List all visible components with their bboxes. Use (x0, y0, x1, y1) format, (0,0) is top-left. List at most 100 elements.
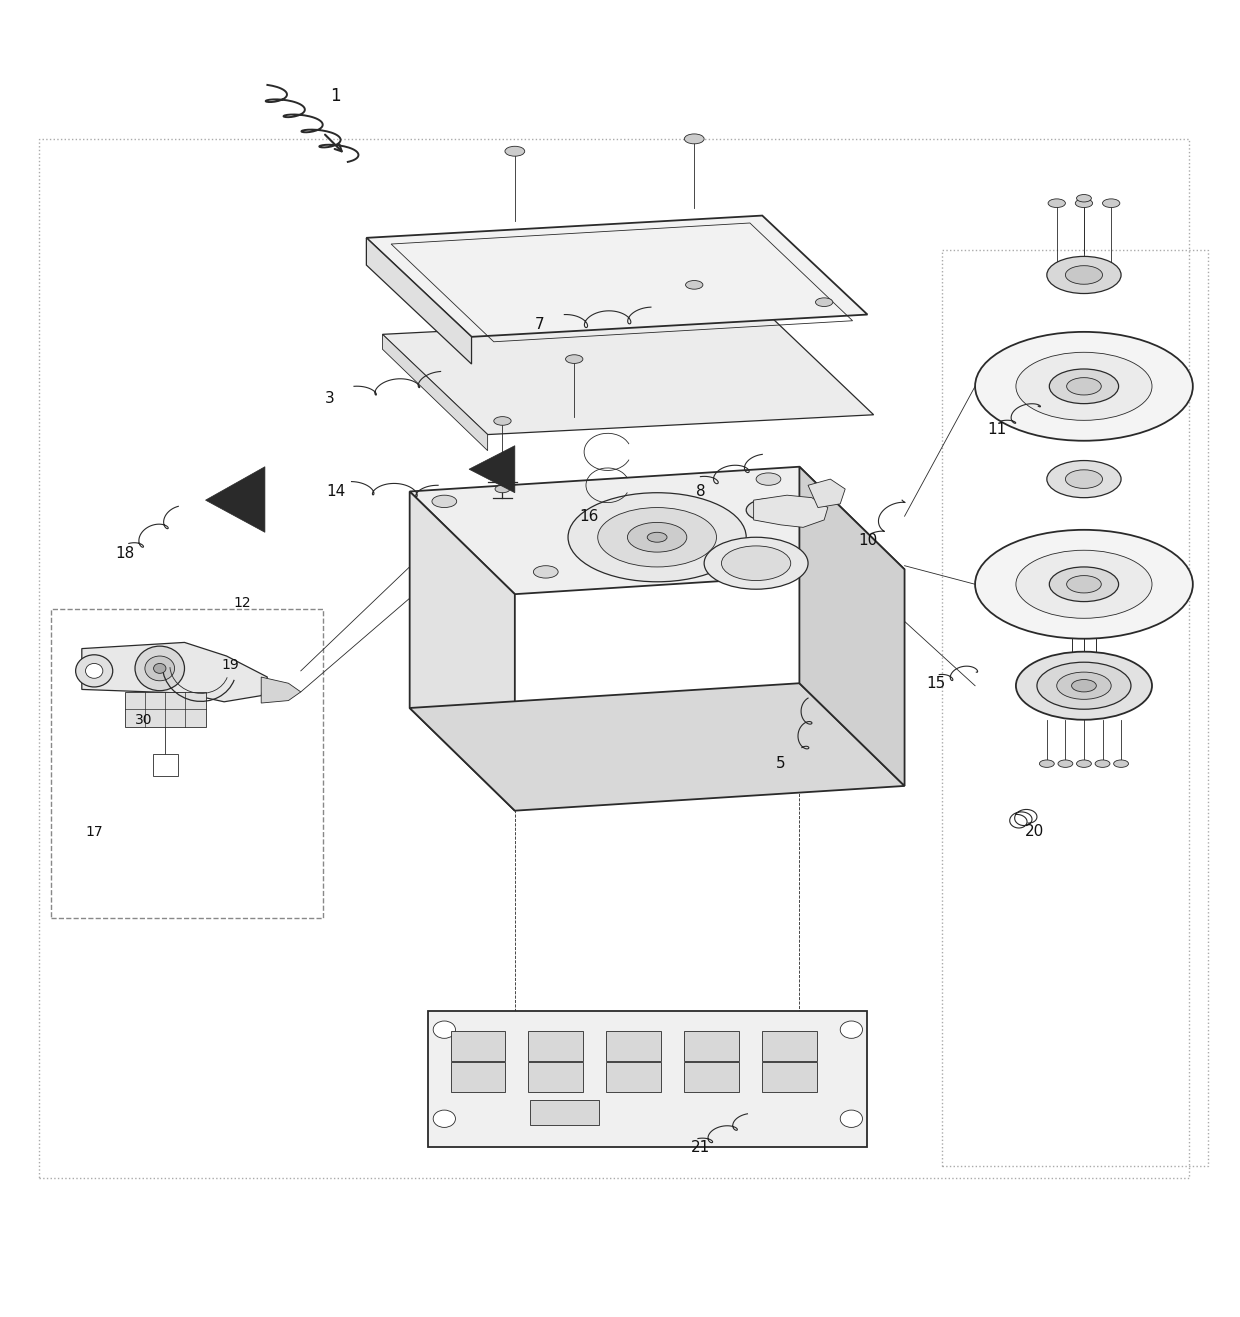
Ellipse shape (1076, 195, 1091, 202)
Ellipse shape (1037, 662, 1131, 710)
Ellipse shape (1016, 352, 1152, 420)
Ellipse shape (975, 529, 1193, 639)
Ellipse shape (816, 298, 833, 307)
Ellipse shape (684, 134, 704, 144)
Ellipse shape (1076, 760, 1091, 768)
Text: 3: 3 (325, 391, 334, 406)
Bar (684, 1031, 739, 1060)
Ellipse shape (627, 523, 687, 552)
Bar (763, 1062, 817, 1092)
Bar (941, 250, 1208, 1166)
Bar (529, 1100, 599, 1125)
Ellipse shape (1065, 266, 1102, 284)
Polygon shape (754, 495, 828, 527)
Ellipse shape (76, 655, 113, 687)
Polygon shape (366, 238, 471, 363)
Ellipse shape (432, 495, 456, 507)
Ellipse shape (598, 507, 717, 566)
Polygon shape (82, 643, 268, 702)
Polygon shape (409, 466, 904, 594)
Ellipse shape (568, 493, 746, 582)
Ellipse shape (704, 537, 808, 589)
Bar (450, 1031, 505, 1060)
Ellipse shape (1075, 199, 1092, 208)
Ellipse shape (565, 354, 583, 363)
Text: 7: 7 (534, 317, 544, 332)
Polygon shape (366, 216, 868, 337)
Ellipse shape (1095, 760, 1110, 768)
Ellipse shape (1047, 461, 1121, 498)
Bar (606, 1062, 661, 1092)
Ellipse shape (433, 1110, 455, 1127)
Ellipse shape (154, 664, 166, 673)
Ellipse shape (722, 547, 791, 581)
Ellipse shape (433, 1021, 455, 1038)
Polygon shape (262, 677, 301, 703)
Ellipse shape (1066, 576, 1101, 593)
Ellipse shape (1056, 672, 1111, 699)
Ellipse shape (505, 146, 525, 157)
Bar (763, 1031, 817, 1060)
Bar (528, 1031, 583, 1060)
Polygon shape (382, 315, 874, 435)
Ellipse shape (1016, 652, 1152, 720)
Text: 30: 30 (135, 714, 153, 727)
Text: 16: 16 (579, 508, 599, 524)
Polygon shape (409, 684, 904, 811)
Text: 11: 11 (988, 423, 1007, 437)
Polygon shape (206, 466, 265, 532)
Text: 8: 8 (696, 483, 706, 499)
Bar (450, 1062, 505, 1092)
Text: 20: 20 (1024, 824, 1044, 839)
Ellipse shape (756, 473, 781, 485)
Ellipse shape (494, 416, 511, 425)
Ellipse shape (1102, 199, 1120, 208)
Ellipse shape (1071, 680, 1096, 691)
Ellipse shape (686, 281, 703, 290)
Ellipse shape (841, 1110, 863, 1127)
Ellipse shape (145, 656, 175, 681)
Text: 18: 18 (115, 545, 135, 561)
Bar (684, 1062, 739, 1092)
Ellipse shape (86, 664, 103, 678)
Ellipse shape (1039, 760, 1054, 768)
Polygon shape (808, 479, 846, 507)
Ellipse shape (647, 532, 667, 543)
Ellipse shape (1016, 551, 1152, 618)
Text: 14: 14 (326, 483, 345, 499)
Text: 10: 10 (858, 533, 877, 548)
Bar (51, 608, 324, 918)
Text: 5: 5 (776, 756, 786, 772)
Bar (153, 753, 177, 776)
Text: 12: 12 (234, 595, 252, 610)
Ellipse shape (746, 499, 791, 522)
Bar (125, 691, 206, 727)
Polygon shape (800, 466, 904, 786)
Ellipse shape (533, 566, 558, 578)
Ellipse shape (1049, 369, 1118, 403)
Ellipse shape (841, 1021, 863, 1038)
Bar (606, 1031, 661, 1060)
Bar (38, 138, 1189, 1179)
Ellipse shape (135, 647, 185, 690)
Text: 15: 15 (926, 676, 945, 690)
Polygon shape (428, 1011, 868, 1147)
Text: 1: 1 (330, 87, 341, 104)
Ellipse shape (1047, 257, 1121, 294)
Ellipse shape (1049, 566, 1118, 602)
Text: 21: 21 (691, 1139, 711, 1155)
Ellipse shape (1065, 470, 1102, 489)
Polygon shape (469, 445, 515, 493)
Ellipse shape (1048, 199, 1065, 208)
Text: 19: 19 (222, 657, 239, 672)
Ellipse shape (759, 506, 779, 515)
Ellipse shape (975, 332, 1193, 441)
Bar (528, 1062, 583, 1092)
Ellipse shape (495, 485, 510, 493)
Ellipse shape (1066, 378, 1101, 395)
Ellipse shape (1114, 760, 1128, 768)
Polygon shape (409, 491, 515, 811)
Ellipse shape (1058, 760, 1073, 768)
Text: 17: 17 (86, 824, 103, 839)
Polygon shape (382, 335, 487, 450)
